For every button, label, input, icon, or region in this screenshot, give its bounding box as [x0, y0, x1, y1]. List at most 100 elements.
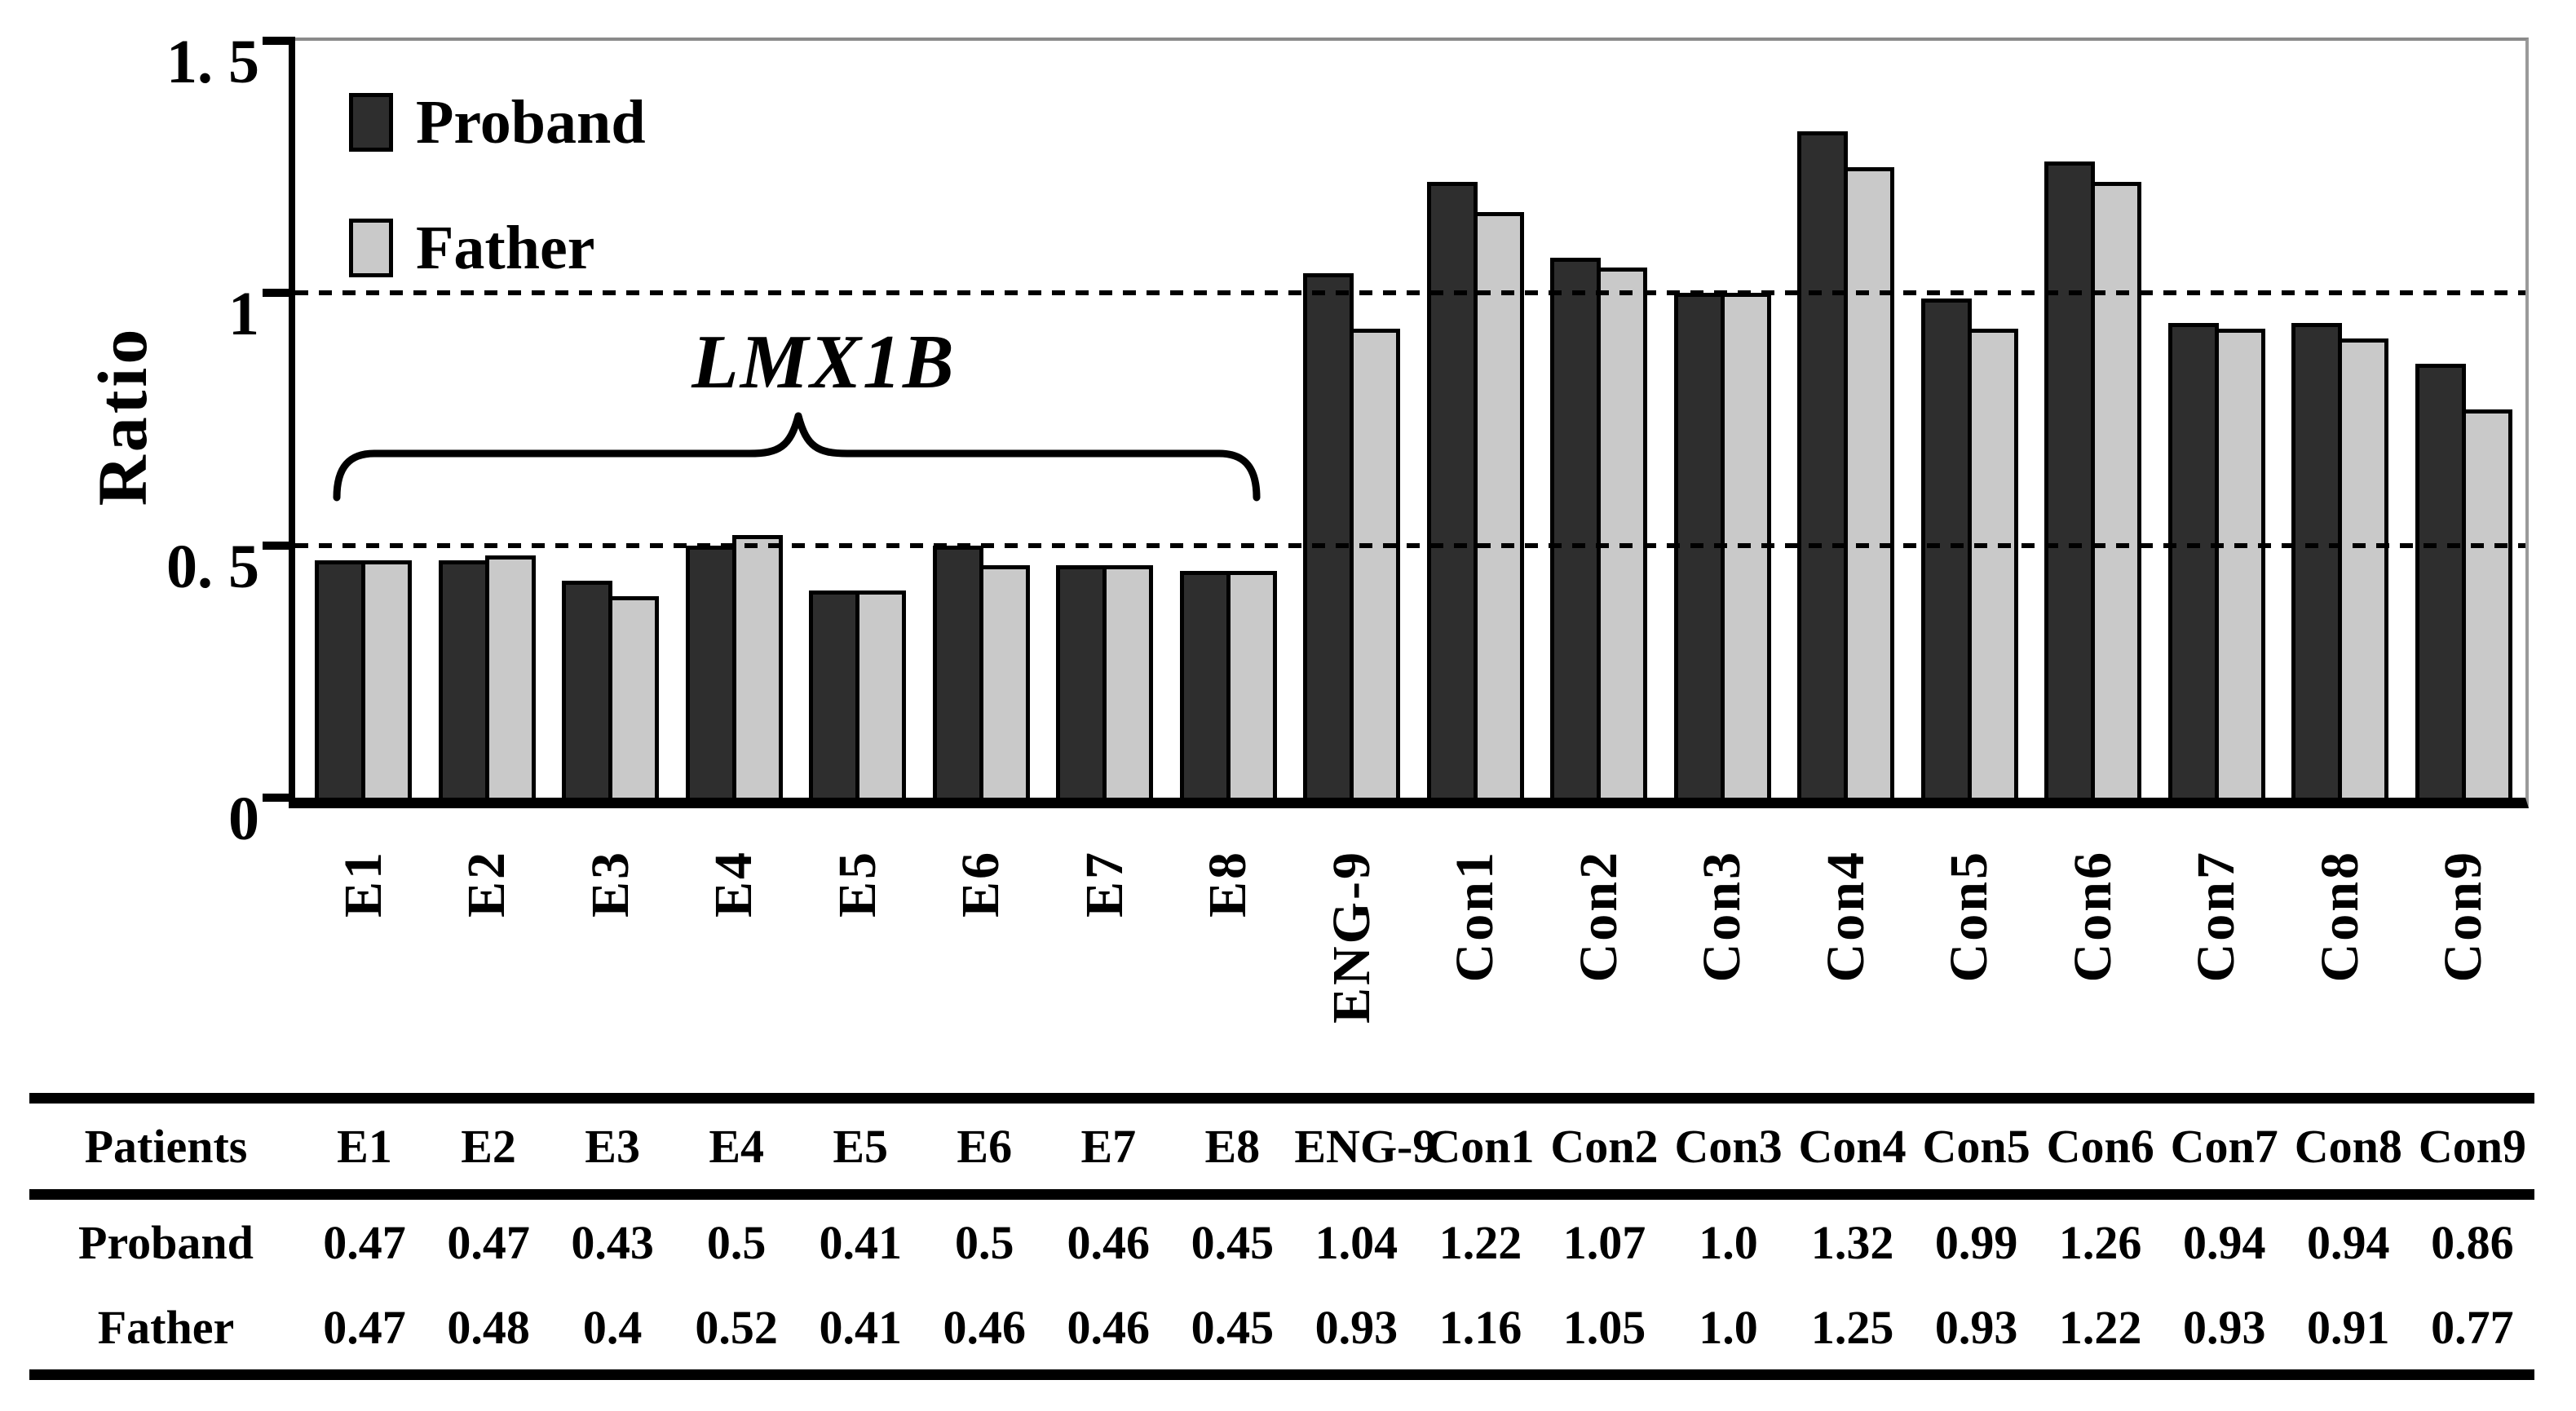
table-header-cell-E6: E6 — [922, 1098, 1047, 1200]
table-cell: 0.94 — [2182, 1215, 2266, 1269]
table-row-label: Father — [97, 1300, 235, 1354]
bar-father-Con1 — [1473, 212, 1524, 798]
bar-proband-Con4 — [1797, 131, 1849, 798]
table-cell: 0.93 — [1934, 1300, 2018, 1354]
table-cell: 0.47 — [323, 1300, 406, 1354]
x-label-E6: E6 — [951, 850, 1011, 918]
x-axis-labels: E1 E2 E3 E4 E5 E6 E7 E8 ENG-9 Con1 Con2 Con3 Con4 Con… — [302, 850, 2525, 1024]
table-header-row: Patients E1 E2 E3 E4 E5 E6 E7 E8 ENG-9 Con1 Con2 Con… — [29, 1098, 2534, 1200]
bar-father-Con7 — [2214, 328, 2265, 798]
bar-proband-E2 — [438, 560, 489, 798]
table-cell: 0.45 — [1191, 1215, 1275, 1269]
table-cell: 1.22 — [1438, 1215, 1522, 1269]
bar-proband-E7 — [1056, 565, 1107, 798]
table-header-cell-E3: E3 — [550, 1098, 675, 1200]
bar-father-Con4 — [1844, 166, 1895, 798]
x-label-cell-ENG-9: ENG-9 — [1290, 850, 1414, 1024]
table-cell: 1.26 — [2058, 1215, 2142, 1269]
table-header-cell-E2: E2 — [426, 1098, 551, 1200]
bar-father-E3 — [608, 595, 660, 798]
x-label-Con4: Con4 — [1815, 850, 1876, 983]
bar-father-Con6 — [2091, 182, 2142, 798]
table-cell: 0.4 — [582, 1300, 643, 1354]
table-header-cell-Con8: Con8 — [2286, 1098, 2410, 1200]
bar-proband-E3 — [562, 580, 613, 798]
x-label-cell-E2: E2 — [426, 850, 550, 1024]
table-cell: 0.45 — [1191, 1300, 1275, 1354]
table-cell: 0.5 — [955, 1215, 1014, 1269]
legend-item-proband: Proband — [349, 88, 646, 157]
x-label-Con5: Con5 — [1939, 850, 1999, 983]
legend-swatch-father — [349, 219, 393, 277]
x-label-E5: E5 — [827, 850, 887, 918]
bar-group-ENG-9 — [1290, 41, 1414, 798]
bar-proband-Con6 — [2044, 161, 2096, 798]
table-cell: 0.47 — [323, 1215, 406, 1269]
bar-father-ENG-9 — [1350, 328, 1401, 798]
table-cell: 0.52 — [695, 1300, 778, 1354]
y-tick-0 — [263, 794, 295, 802]
bar-group-Con2 — [1537, 41, 1661, 798]
bar-proband-E4 — [685, 545, 736, 798]
bar-father-E1 — [361, 560, 413, 798]
table-cell: 1.16 — [1438, 1300, 1522, 1354]
table-header-cell-E1: E1 — [303, 1098, 427, 1200]
x-label-Con8: Con8 — [2309, 850, 2370, 983]
chart-plot-area: LMX1B 1. 5 1 0. 5 0 Proband Father — [166, 28, 2529, 853]
bar-group-Con8 — [2278, 41, 2402, 798]
table-cell: 0.93 — [1315, 1300, 1398, 1354]
bar-proband-Con7 — [2167, 323, 2219, 798]
bar-group-E7 — [1043, 41, 1167, 798]
table-cell: 0.5 — [706, 1215, 767, 1269]
bar-father-E5 — [855, 590, 907, 798]
bar-proband-E1 — [315, 560, 366, 798]
table-cell: 0.99 — [1934, 1215, 2018, 1269]
table-header-cell-Con9: Con9 — [2410, 1098, 2534, 1200]
bar-group-Con3 — [1661, 41, 1785, 798]
table-cell: 0.94 — [2307, 1215, 2390, 1269]
bar-proband-E6 — [932, 545, 983, 798]
table-row-proband: Proband 0.47 0.47 0.43 0.5 0.41 0.5 0.46 0.45 1.0… — [29, 1195, 2534, 1285]
bar-group-Con7 — [2155, 41, 2279, 798]
x-label-cell-Con4: Con4 — [1784, 850, 1908, 1024]
table-cell: 0.47 — [447, 1215, 530, 1269]
x-label-cell-E7: E7 — [1043, 850, 1167, 1024]
x-label-E3: E3 — [580, 850, 640, 918]
x-label-E4: E4 — [704, 850, 764, 918]
table-header-cell-E8: E8 — [1170, 1098, 1295, 1200]
bar-group-Con5 — [1908, 41, 2032, 798]
bar-group-E2 — [426, 41, 550, 798]
x-label-cell-Con9: Con9 — [2402, 850, 2526, 1024]
table-header-cell-Con4: Con4 — [1790, 1098, 1915, 1200]
table-cell: 0.46 — [943, 1300, 1027, 1354]
bar-father-E8 — [1226, 570, 1277, 798]
bar-father-Con2 — [1597, 268, 1648, 798]
y-tick-label-0: 0 — [228, 785, 259, 853]
x-label-cell-E3: E3 — [549, 850, 673, 1024]
gridline-1 — [295, 290, 2525, 296]
x-label-cell-E8: E8 — [1167, 850, 1291, 1024]
table-cell: 0.46 — [1067, 1300, 1151, 1354]
legend-item-father: Father — [349, 214, 594, 282]
table-header-cell-Con7: Con7 — [2162, 1098, 2287, 1200]
x-label-Con2: Con2 — [1568, 850, 1628, 983]
table-row-label: Proband — [78, 1215, 254, 1269]
x-label-E8: E8 — [1198, 850, 1258, 918]
bar-group-Con9 — [2402, 41, 2526, 798]
table-cell: 0.91 — [2307, 1300, 2390, 1354]
table-row-father: Father 0.47 0.48 0.4 0.52 0.41 0.46 0.46 0.45 0.9… — [29, 1285, 2534, 1375]
bar-group-E1 — [302, 41, 426, 798]
y-tick-0.5 — [263, 541, 295, 550]
table-cell: 0.43 — [571, 1215, 654, 1269]
bar-proband-E5 — [809, 590, 860, 798]
x-label-cell-Con1: Con1 — [1414, 850, 1538, 1024]
x-label-E7: E7 — [1074, 850, 1134, 918]
gene-annotation-label: LMX1B — [691, 320, 956, 405]
table-header-cell-Con6: Con6 — [2038, 1098, 2163, 1200]
x-label-Con3: Con3 — [1692, 850, 1752, 983]
legend-label: Proband — [416, 88, 646, 157]
x-label-cell-Con3: Con3 — [1661, 850, 1785, 1024]
y-tick-label-0.5: 0. 5 — [166, 532, 259, 601]
table-header-cell-Con3: Con3 — [1666, 1098, 1791, 1200]
y-tick-label-1: 1 — [228, 280, 259, 349]
